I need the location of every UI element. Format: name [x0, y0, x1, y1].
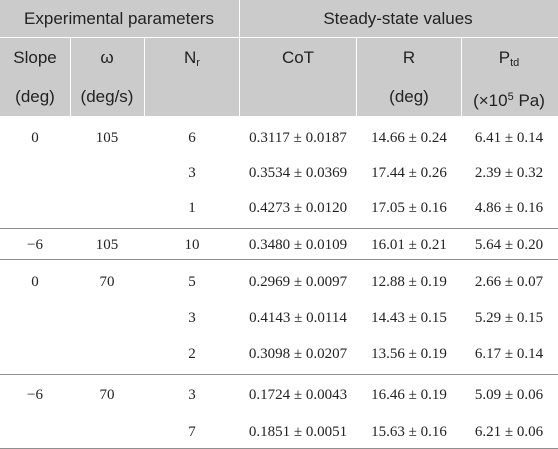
cell-ptd: 5.29 ± 0.15: [474, 310, 544, 326]
cell-slope: −6: [27, 237, 43, 253]
cell-r: 13.56 ± 0.19: [371, 346, 447, 362]
cell-ptd: 6.21 ± 0.06: [474, 424, 544, 440]
cell-cot: 0.1851 ± 0.0051: [248, 424, 348, 440]
cell-nr: 6: [188, 130, 196, 146]
cell-cot: 0.4273 ± 0.0120: [248, 200, 348, 216]
col-header-r-unit: (deg): [389, 87, 429, 106]
cell-r: 12.88 ± 0.19: [371, 274, 447, 290]
cell-omega: 105: [95, 237, 119, 253]
group-separator: [0, 259, 558, 260]
cell-nr: 3: [188, 387, 196, 403]
header-divider: [0, 37, 558, 38]
group-separator: [0, 228, 558, 229]
cell-cot: 0.3117 ± 0.0187: [249, 130, 347, 146]
cell-ptd: 4.86 ± 0.16: [474, 200, 544, 216]
col-header-slope-unit: (deg): [15, 87, 55, 106]
cell-nr: 1: [188, 200, 196, 216]
cell-omega: 70: [99, 387, 115, 403]
cell-ptd: 5.09 ± 0.06: [474, 387, 544, 403]
cell-nr: 5: [188, 274, 196, 290]
header-divider: [356, 37, 357, 116]
cell-r: 15.63 ± 0.16: [371, 424, 447, 440]
cell-ptd: 6.41 ± 0.14: [474, 130, 544, 146]
cell-cot: 0.3534 ± 0.0369: [248, 165, 348, 181]
header-divider: [70, 37, 71, 116]
header-divider: [461, 37, 462, 116]
header-divider: [239, 0, 240, 116]
cell-r: 17.05 ± 0.16: [371, 200, 447, 216]
col-header-slope: Slope: [13, 48, 57, 67]
cell-slope: −6: [27, 387, 43, 403]
cell-r: 16.46 ± 0.19: [371, 387, 447, 403]
cell-cot: 0.1724 ± 0.0043: [248, 387, 348, 403]
cell-r: 16.01 ± 0.21: [371, 237, 447, 253]
cell-slope: 0: [31, 274, 39, 290]
col-header-ptd: Ptd: [498, 48, 520, 69]
header-divider: [144, 37, 145, 116]
cell-r: 14.66 ± 0.24: [371, 130, 447, 146]
table-header: [0, 0, 558, 116]
cell-cot: 0.3098 ± 0.0207: [248, 346, 348, 362]
cell-cot: 0.4143 ± 0.0114: [249, 310, 347, 326]
cell-nr: 3: [188, 310, 196, 326]
group-header-steady-state: Steady-state values: [323, 9, 473, 28]
cell-omega: 70: [99, 274, 115, 290]
col-header-omega-unit: (deg/s): [80, 87, 134, 106]
cell-r: 14.43 ± 0.15: [371, 310, 447, 326]
cell-r: 17.44 ± 0.26: [371, 165, 447, 181]
cell-ptd: 2.66 ± 0.07: [474, 274, 544, 290]
cell-slope: 0: [31, 130, 39, 146]
group-header-experimental: Experimental parameters: [24, 9, 214, 28]
cell-cot: 0.3480 ± 0.0109: [248, 237, 348, 253]
cell-nr: 10: [184, 237, 200, 253]
cell-omega: 105: [95, 130, 119, 146]
col-header-ptd-unit: (×105 Pa): [473, 91, 545, 110]
col-header-nr: Nr: [184, 48, 200, 69]
cell-ptd: 5.64 ± 0.20: [474, 237, 544, 253]
cell-ptd: 2.39 ± 0.32: [474, 165, 544, 181]
cell-ptd: 6.17 ± 0.14: [474, 346, 544, 362]
cell-nr: 2: [188, 346, 196, 362]
col-header-r: R: [402, 48, 416, 67]
col-header-cot: CoT: [281, 48, 315, 67]
group-separator: [0, 374, 558, 375]
col-header-omega: ω: [100, 48, 114, 67]
cell-nr: 3: [188, 165, 196, 181]
cell-cot: 0.2969 ± 0.0097: [248, 274, 348, 290]
cell-nr: 7: [188, 424, 196, 440]
